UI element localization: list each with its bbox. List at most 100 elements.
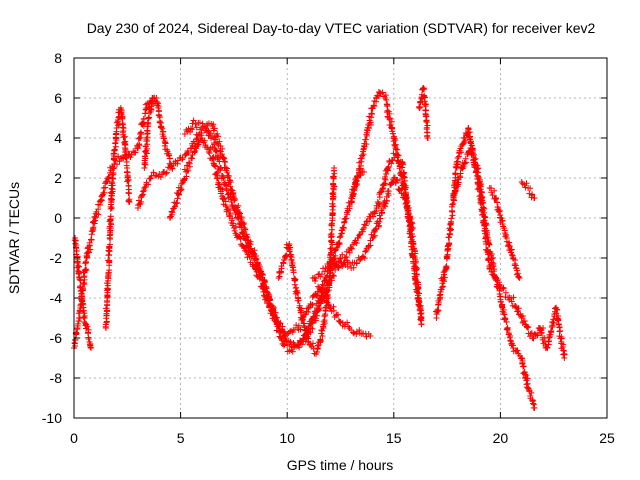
- series-sat-j: [348, 168, 367, 202]
- track-segment: [498, 284, 513, 303]
- track-segment: [349, 254, 364, 271]
- x-tick-label: 15: [386, 430, 402, 446]
- y-tick-label: -10: [42, 410, 62, 426]
- track-segment: [142, 175, 154, 190]
- chart-title: Day 230 of 2024, Sidereal Day-to-day VTE…: [87, 20, 596, 36]
- track-segment: [342, 244, 354, 261]
- x-tick-label: 10: [279, 430, 295, 446]
- series-sat-p: [535, 304, 568, 361]
- track-segment: [285, 338, 299, 351]
- track-segment: [253, 256, 269, 292]
- track-segment: [340, 199, 354, 231]
- data-point: [275, 275, 282, 281]
- x-tick-label: 25: [599, 430, 615, 446]
- track-segment: [355, 226, 366, 241]
- track-segment: [92, 189, 108, 220]
- track-segment: [134, 101, 149, 152]
- y-tick-label: -6: [50, 330, 63, 346]
- track-segment: [286, 244, 299, 295]
- track-segment: [212, 146, 226, 182]
- track-segment: [220, 154, 237, 199]
- track-segment: [263, 283, 280, 321]
- track-segment: [356, 168, 366, 179]
- track-segment: [476, 176, 491, 241]
- track-segment: [178, 155, 195, 193]
- track-segment: [432, 254, 450, 318]
- track-segment: [242, 234, 258, 264]
- track-segment: [388, 150, 398, 167]
- track-segment: [349, 175, 361, 202]
- track-segment: [183, 117, 197, 136]
- series-sat-l: [432, 125, 547, 342]
- track-segment: [273, 318, 290, 345]
- track-segment: [81, 319, 94, 351]
- track-segment: [157, 164, 172, 181]
- track-segment: [382, 92, 398, 145]
- track-segment: [369, 92, 382, 112]
- track-segment: [311, 271, 322, 284]
- series-sat-g: [181, 117, 416, 351]
- track-segment: [526, 185, 538, 202]
- track-segment: [330, 260, 340, 270]
- series-sat-a: [71, 94, 156, 351]
- data-point: [192, 121, 199, 127]
- track-segment: [335, 251, 348, 271]
- track-segment: [306, 340, 320, 357]
- track-segment: [220, 195, 237, 229]
- track-segment: [154, 100, 167, 140]
- track-segment: [305, 306, 322, 336]
- track-segment: [324, 259, 334, 270]
- data-points: [71, 85, 568, 411]
- y-tick-label: 0: [54, 210, 62, 226]
- track-segment: [360, 330, 372, 340]
- track-segment: [231, 204, 247, 241]
- track-segment: [492, 195, 504, 221]
- series-sat-k: [416, 85, 431, 142]
- y-tick-label: 2: [54, 170, 62, 186]
- track-segment: [367, 208, 379, 220]
- series-sat-d: [141, 94, 176, 171]
- series-sat-h: [275, 165, 338, 357]
- y-tick-label: 4: [54, 130, 62, 146]
- track-segment: [370, 207, 386, 241]
- track-segment: [348, 237, 360, 252]
- track-segment: [285, 322, 300, 336]
- track-segment: [468, 140, 482, 180]
- track-segment: [317, 265, 328, 280]
- x-axis-label: GPS time / hours: [287, 457, 394, 473]
- track-segment: [331, 227, 346, 262]
- track-segment: [359, 105, 376, 159]
- track-segment: [102, 175, 116, 330]
- y-tick-label: -2: [50, 250, 63, 266]
- track-segment: [109, 128, 120, 182]
- track-segment: [220, 174, 237, 212]
- series-sat-n: [486, 185, 523, 281]
- track-segment: [292, 284, 306, 323]
- track-segment: [553, 304, 568, 358]
- track-segment: [380, 176, 397, 210]
- track-segment: [420, 85, 431, 142]
- track-segment: [503, 238, 516, 259]
- track-segment: [141, 115, 152, 168]
- track-segment: [399, 159, 412, 222]
- track-segment: [376, 89, 387, 100]
- y-tick-label: 8: [54, 50, 62, 66]
- track-segment: [148, 169, 162, 180]
- track-segment: [83, 213, 98, 260]
- track-segment: [135, 187, 147, 209]
- series-sat-c: [102, 105, 133, 331]
- track-segment: [209, 154, 226, 202]
- track-segment: [373, 185, 386, 210]
- track-segment: [412, 276, 425, 321]
- y-axis-label: SDTVAR / TECUs: [6, 182, 22, 294]
- track-segment: [339, 319, 353, 332]
- series-sat-b: [71, 235, 95, 351]
- track-segment: [71, 307, 84, 349]
- track-segment: [379, 157, 393, 189]
- track-segment: [151, 94, 160, 105]
- track-segment: [544, 305, 560, 351]
- series-sat-m: [450, 140, 538, 411]
- track-segment: [510, 255, 522, 281]
- track-segment: [459, 147, 473, 172]
